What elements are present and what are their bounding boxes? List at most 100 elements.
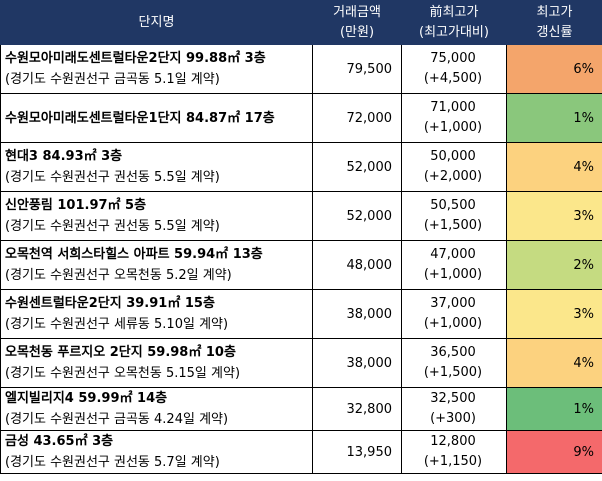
row-price-cell: 13,950 xyxy=(312,430,402,474)
apartment-location: (경기도 수원권선구 권선동 5.7일 계약) xyxy=(5,455,220,470)
row-price-cell: 32,800 xyxy=(312,387,402,431)
previous-high: 32,500 xyxy=(430,391,476,406)
row-price-cell: 72,000 xyxy=(312,93,402,143)
price-diff: (+1,000) xyxy=(423,316,483,331)
row-rate-cell: 4% xyxy=(506,338,602,388)
previous-high: 75,000 xyxy=(430,51,476,66)
apartment-location: (경기도 수원권선구 오목천동 5.15일 계약) xyxy=(5,366,241,381)
price-diff: (+1,000) xyxy=(423,267,483,282)
row-rate-cell: 1% xyxy=(506,93,602,143)
renewal-rate: 1% xyxy=(573,401,594,417)
price-diff: (+1,150) xyxy=(423,454,483,469)
header-prev-sub: (최고가대비) xyxy=(419,24,489,40)
header-price-unit: (만원) xyxy=(339,24,375,40)
header-rate-sub: 갱신률 xyxy=(536,24,573,40)
price-diff: (+1,500) xyxy=(423,218,483,233)
price-diff: (+1,000) xyxy=(423,120,483,135)
renewal-rate: 2% xyxy=(573,257,594,273)
renewal-rate: 3% xyxy=(573,306,594,322)
row-price-cell: 79,500 xyxy=(312,44,402,94)
row-price-cell: 52,000 xyxy=(312,191,402,241)
row-prev-cell: 50,000 (+2,000) xyxy=(401,142,507,192)
row-prev-cell: 12,800 (+1,150) xyxy=(401,430,507,474)
price-diff: (+1,500) xyxy=(423,365,483,380)
header-name-label: 단지명 xyxy=(138,14,175,30)
trade-price: 38,000 xyxy=(346,306,393,322)
row-price-cell: 48,000 xyxy=(312,240,402,290)
row-rate-cell: 9% xyxy=(506,430,602,474)
row-name-cell: 금성 43.65㎡ 3층 (경기도 수원권선구 권선동 5.7일 계약) xyxy=(0,430,313,474)
row-rate-cell: 4% xyxy=(506,142,602,192)
apartment-name: 오목천역 서희스타힐스 아파트 59.94㎡ 13층 xyxy=(5,247,263,262)
row-price-cell: 52,000 xyxy=(312,142,402,192)
row-name-cell: 오목천역 서희스타힐스 아파트 59.94㎡ 13층 (경기도 수원권선구 오목천… xyxy=(0,240,313,290)
header-prev-high: 前최고가 (최고가대비) xyxy=(401,0,507,45)
table-row: 오목천역 서희스타힐스 아파트 59.94㎡ 13층 (경기도 수원권선구 오목천… xyxy=(0,240,602,290)
renewal-rate: 6% xyxy=(573,61,594,77)
renewal-rate: 3% xyxy=(573,208,594,224)
apartment-location: (경기도 수원권선구 금곡동 5.1일 계약) xyxy=(5,72,220,87)
previous-high: 50,500 xyxy=(430,198,476,213)
price-diff: (+300) xyxy=(430,411,476,426)
apartment-name: 엘지빌리지4 59.99㎡ 14층 xyxy=(5,391,168,406)
trade-price: 48,000 xyxy=(346,257,393,273)
header-prev-label: 前최고가 xyxy=(429,4,479,20)
apartment-location: (경기도 수원권선구 세류동 5.10일 계약) xyxy=(5,317,229,332)
table-row: 수원모아미래도센트럴타운1단지 84.87㎡ 17층 72,000 71,000… xyxy=(0,93,602,143)
header-name: 단지명 xyxy=(0,0,313,45)
row-name-cell: 수원센트럴타운2단지 39.91㎡ 15층 (경기도 수원권선구 세류동 5.10… xyxy=(0,289,313,339)
row-name-cell: 현대3 84.93㎡ 3층 (경기도 수원권선구 권선동 5.5일 계약) xyxy=(0,142,313,192)
apartment-location: (경기도 수원권선구 권선동 5.5일 계약) xyxy=(5,219,220,234)
row-name-cell: 신안풍림 101.97㎡ 5층 (경기도 수원권선구 권선동 5.5일 계약) xyxy=(0,191,313,241)
apartment-location: (경기도 수원권선구 금곡동 4.24일 계약) xyxy=(5,412,229,427)
row-name-cell: 오목천동 푸르지오 2단지 59.98㎡ 10층 (경기도 수원권선구 오목천동 … xyxy=(0,338,313,388)
row-prev-cell: 32,500 (+300) xyxy=(401,387,507,431)
row-price-cell: 38,000 xyxy=(312,289,402,339)
table-row: 오목천동 푸르지오 2단지 59.98㎡ 10층 (경기도 수원권선구 오목천동 … xyxy=(0,338,602,388)
trade-price: 72,000 xyxy=(346,110,393,126)
trade-price: 13,950 xyxy=(346,444,393,460)
renewal-rate: 9% xyxy=(573,444,594,460)
trade-price: 52,000 xyxy=(346,208,393,224)
price-diff: (+4,500) xyxy=(423,71,483,86)
previous-high: 36,500 xyxy=(430,345,476,360)
row-rate-cell: 1% xyxy=(506,387,602,431)
apartment-name: 금성 43.65㎡ 3층 xyxy=(5,434,114,449)
apartment-location: (경기도 수원권선구 오목천동 5.2일 계약) xyxy=(5,268,232,283)
apartment-name: 현대3 84.93㎡ 3층 xyxy=(5,149,123,164)
row-prev-cell: 37,000 (+1,000) xyxy=(401,289,507,339)
table-row: 신안풍림 101.97㎡ 5층 (경기도 수원권선구 권선동 5.5일 계약) 5… xyxy=(0,191,602,241)
row-price-cell: 38,000 xyxy=(312,338,402,388)
trade-price: 38,000 xyxy=(346,355,393,371)
previous-high: 47,000 xyxy=(430,247,476,262)
header-price: 거래금액 (만원) xyxy=(312,0,402,45)
previous-high: 50,000 xyxy=(430,149,476,164)
price-diff: (+2,000) xyxy=(423,169,483,184)
row-prev-cell: 71,000 (+1,000) xyxy=(401,93,507,143)
apartment-location: (경기도 수원권선구 권선동 5.5일 계약) xyxy=(5,170,220,185)
previous-high: 12,800 xyxy=(430,434,476,449)
previous-high: 71,000 xyxy=(430,100,476,115)
table-row: 금성 43.65㎡ 3층 (경기도 수원권선구 권선동 5.7일 계약) 13,9… xyxy=(0,430,602,474)
apartment-name: 수원모아미래도센트럴타운1단지 84.87㎡ 17층 xyxy=(5,110,275,126)
apartment-name: 수원센트럴타운2단지 39.91㎡ 15층 xyxy=(5,296,215,311)
apartment-name: 오목천동 푸르지오 2단지 59.98㎡ 10층 xyxy=(5,345,236,360)
row-name-cell: 엘지빌리지4 59.99㎡ 14층 (경기도 수원권선구 금곡동 4.24일 계약… xyxy=(0,387,313,431)
row-rate-cell: 6% xyxy=(506,44,602,94)
trade-price: 79,500 xyxy=(346,61,393,77)
row-prev-cell: 36,500 (+1,500) xyxy=(401,338,507,388)
apartment-name: 신안풍림 101.97㎡ 5층 xyxy=(5,198,147,213)
renewal-rate: 4% xyxy=(573,159,594,175)
renewal-rate: 1% xyxy=(573,110,594,126)
header-rate-label: 최고가 xyxy=(536,4,573,20)
row-prev-cell: 75,000 (+4,500) xyxy=(401,44,507,94)
header-price-label: 거래금액 xyxy=(333,4,381,20)
row-prev-cell: 50,500 (+1,500) xyxy=(401,191,507,241)
table-row: 현대3 84.93㎡ 3층 (경기도 수원권선구 권선동 5.5일 계약) 52,… xyxy=(0,142,602,192)
table-row: 수원센트럴타운2단지 39.91㎡ 15층 (경기도 수원권선구 세류동 5.10… xyxy=(0,289,602,339)
row-name-cell: 수원모아미래도센트럴타운2단지 99.88㎡ 3층 (경기도 수원권선구 금곡동 … xyxy=(0,44,313,94)
row-rate-cell: 2% xyxy=(506,240,602,290)
